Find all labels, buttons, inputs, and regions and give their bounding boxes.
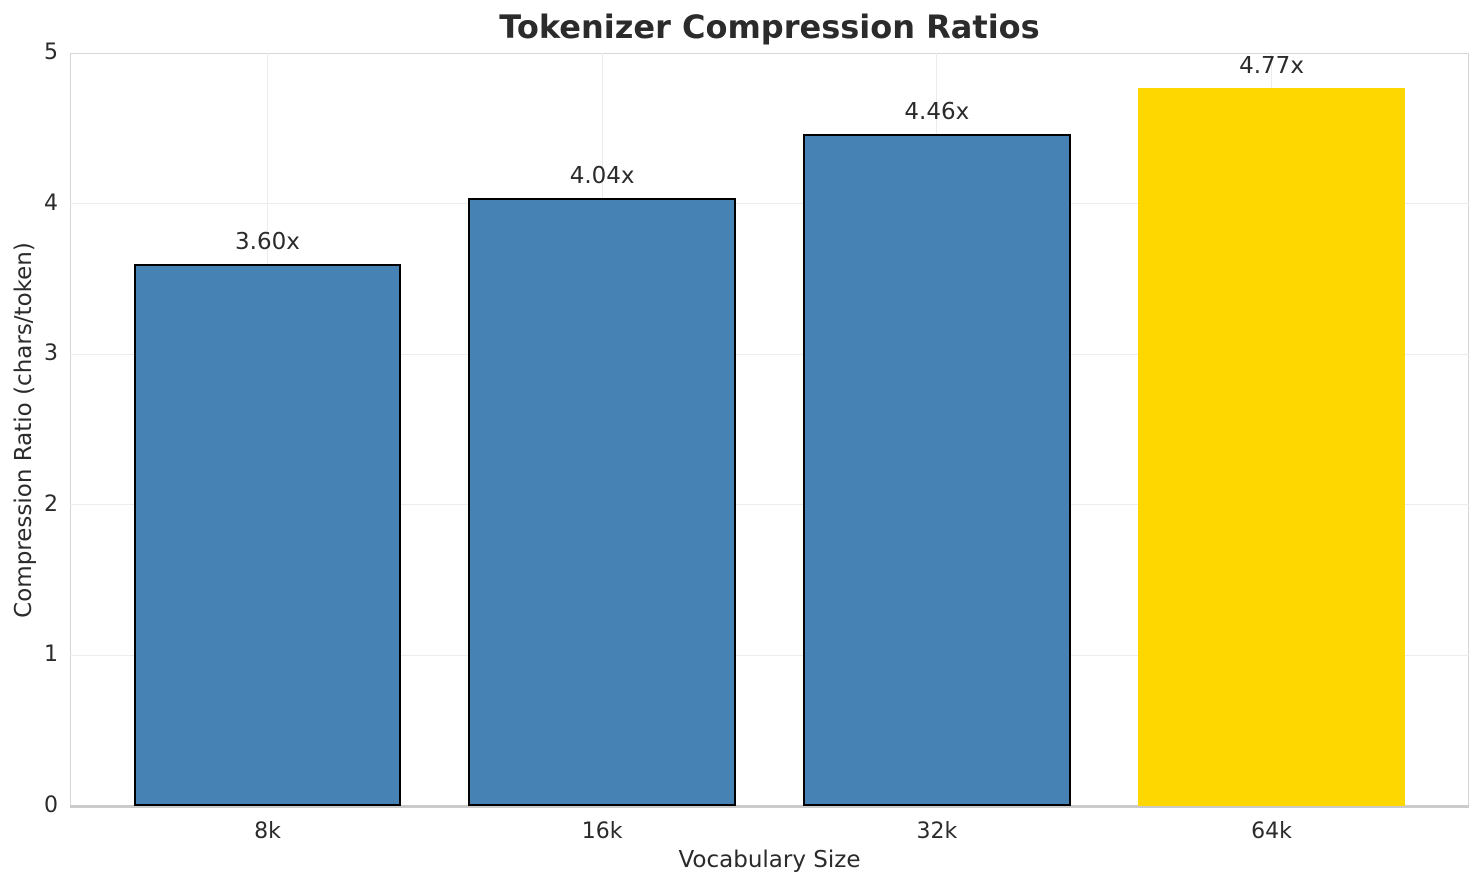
y-gridline — [70, 504, 1469, 506]
y-tick-label: 3 — [44, 341, 58, 367]
bar-32k — [802, 134, 1071, 806]
bar-value-label: 4.04x — [569, 162, 635, 189]
x-tick-label: 64k — [1251, 819, 1292, 844]
y-gridline — [70, 654, 1469, 656]
y-axis-label: Compression Ratio (chars/token) — [11, 242, 37, 618]
y-tick-label: 2 — [44, 491, 58, 517]
x-axis-label: Vocabulary Size — [678, 847, 861, 873]
bar-8k — [133, 263, 402, 806]
y-tick-label: 1 — [44, 642, 58, 668]
y-tick-label: 5 — [44, 40, 58, 65]
bar-value-label: 4.77x — [1239, 52, 1304, 79]
bar-64k — [1137, 87, 1406, 806]
x-axis-line — [70, 805, 1469, 808]
x-tick-label: 32k — [916, 819, 958, 844]
x-tick-label: 8k — [254, 819, 281, 844]
bar-value-label: 4.46x — [904, 99, 970, 126]
x-tick-label: 16k — [581, 819, 623, 844]
y-gridline — [70, 203, 1469, 205]
bar-value-label: 3.60x — [235, 228, 300, 255]
y-gridline — [70, 353, 1469, 355]
chart-title: Tokenizer Compression Ratios — [499, 8, 1040, 46]
bar-16k — [468, 197, 737, 806]
y-tick-label: 0 — [44, 793, 58, 818]
y-tick-label: 4 — [44, 190, 58, 216]
